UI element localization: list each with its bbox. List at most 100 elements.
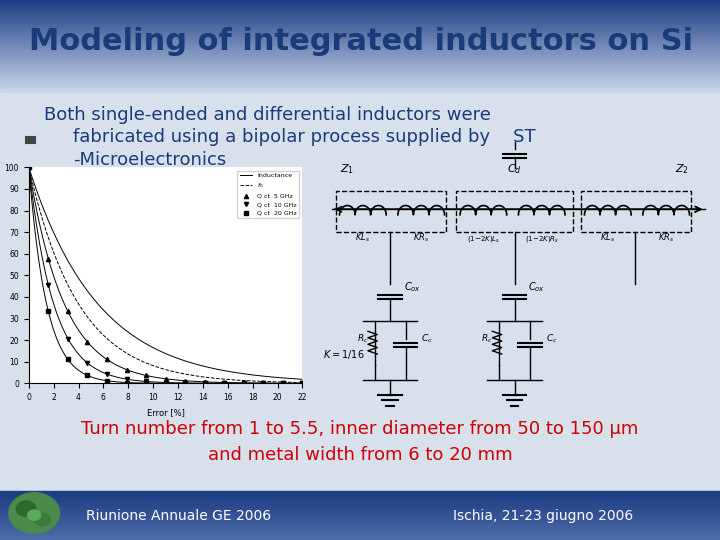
Legend: Inductance, $f_0$, Q ct  5 GHz, Q ct  10 GHz, Q ct  20 GHz: Inductance, $f_0$, Q ct 5 GHz, Q ct 10 G… [237, 171, 300, 218]
Q ct  20 GHz [24, 164, 33, 171]
Q ct  5 GHz [200, 379, 209, 385]
Text: $Z_2$: $Z_2$ [675, 162, 689, 176]
Q ct  10 GHz [240, 380, 248, 387]
Text: $K{=}1/16$: $K{=}1/16$ [323, 348, 364, 361]
Text: $(1{-}2K)R_s$: $(1{-}2K)R_s$ [525, 234, 559, 244]
Q ct  20 GHz [83, 372, 91, 379]
Inductance [272, 374, 281, 381]
$f_0$ [187, 372, 196, 379]
Q ct  5 GHz [122, 366, 131, 373]
Q ct  5 GHz [83, 339, 91, 345]
Circle shape [27, 510, 40, 521]
Text: $C_c$: $C_c$ [546, 333, 557, 346]
Bar [25, 136, 35, 143]
Q ct  5 GHz [240, 380, 248, 386]
Q ct  5 GHz [220, 379, 228, 386]
Q ct  5 GHz [44, 255, 53, 262]
Text: Both single-ended and differential inductors were: Both single-ended and differential induc… [44, 106, 491, 124]
Bar [336, 191, 446, 232]
$f_0$ [24, 164, 33, 171]
Q ct  10 GHz [279, 380, 287, 387]
Q ct  10 GHz [44, 282, 53, 288]
Text: Riunione Annuale GE 2006: Riunione Annuale GE 2006 [86, 509, 271, 523]
Q ct  5 GHz [259, 380, 268, 386]
Text: $KR_s$: $KR_s$ [413, 232, 429, 244]
$f_0$ [25, 168, 34, 174]
$f_0$ [272, 379, 281, 385]
Q ct  10 GHz [122, 376, 131, 382]
Inductance [25, 167, 34, 173]
Text: $KL_s$: $KL_s$ [356, 232, 370, 244]
$f_0$ [298, 379, 307, 386]
Text: Modeling of integrated inductors on Si: Modeling of integrated inductors on Si [29, 27, 693, 56]
Q ct  10 GHz [142, 378, 150, 384]
Q ct  5 GHz [63, 308, 72, 315]
Inductance [186, 360, 195, 366]
Q ct  20 GHz [181, 380, 189, 387]
Q ct  5 GHz [103, 356, 112, 363]
Text: and metal width from 6 to 20 mm: and metal width from 6 to 20 mm [207, 446, 513, 464]
Text: $R_c$: $R_c$ [482, 332, 493, 345]
Q ct  10 GHz [63, 335, 72, 342]
$f_0$ [186, 372, 195, 379]
Line: Inductance: Inductance [29, 167, 302, 379]
Text: $R_c$: $R_c$ [357, 332, 369, 345]
X-axis label: Error [%]: Error [%] [147, 408, 184, 417]
Q ct  5 GHz [24, 164, 33, 171]
Q ct  20 GHz [220, 380, 228, 387]
Q ct  10 GHz [103, 371, 112, 377]
Text: $Z_1$: $Z_1$ [341, 162, 354, 176]
Text: $KR_s$: $KR_s$ [658, 232, 674, 244]
Circle shape [17, 501, 36, 516]
Line: $f_0$: $f_0$ [29, 167, 302, 382]
Text: $C_d$: $C_d$ [507, 162, 522, 176]
Q ct  5 GHz [161, 375, 170, 382]
Q ct  5 GHz [298, 380, 307, 387]
Bar [580, 191, 691, 232]
Q ct  10 GHz [298, 380, 307, 387]
Text: $C_{ox}$: $C_{ox}$ [528, 280, 545, 294]
Q ct  5 GHz [279, 380, 287, 387]
Q ct  20 GHz [103, 377, 112, 384]
Line: Q ct  5 GHz: Q ct 5 GHz [27, 165, 305, 386]
Q ct  10 GHz [200, 380, 209, 387]
Q ct  10 GHz [83, 360, 91, 366]
Q ct  10 GHz [161, 379, 170, 386]
Text: Ischia, 21-23 giugno 2006: Ischia, 21-23 giugno 2006 [454, 509, 634, 523]
Circle shape [9, 492, 60, 534]
Q ct  10 GHz [259, 380, 268, 387]
Q ct  10 GHz [220, 380, 228, 387]
Q ct  20 GHz [200, 380, 209, 387]
$f_0$ [192, 373, 201, 379]
Q ct  20 GHz [63, 356, 72, 363]
Q ct  10 GHz [24, 164, 33, 171]
$f_0$ [255, 378, 264, 384]
Q ct  20 GHz [240, 380, 248, 387]
Q ct  20 GHz [279, 380, 287, 387]
Q ct  10 GHz [181, 380, 189, 386]
Text: -Microelectronics: -Microelectronics [73, 151, 226, 169]
Inductance [24, 164, 33, 171]
Inductance [192, 361, 201, 368]
Q ct  20 GHz [122, 379, 131, 386]
Text: $C_{ox}$: $C_{ox}$ [404, 280, 420, 294]
Circle shape [35, 513, 50, 526]
Line: Q ct  20 GHz: Q ct 20 GHz [27, 165, 305, 386]
Inductance [298, 376, 307, 382]
Q ct  20 GHz [44, 308, 53, 315]
Text: $(1{-}2K)L_s$: $(1{-}2K)L_s$ [467, 234, 500, 244]
Q ct  20 GHz [142, 380, 150, 386]
Q ct  20 GHz [298, 380, 307, 387]
Line: Q ct  10 GHz: Q ct 10 GHz [27, 165, 305, 386]
Inductance [255, 373, 264, 379]
Bar [456, 191, 573, 232]
Text: $C_c$: $C_c$ [421, 333, 433, 346]
Q ct  5 GHz [181, 377, 189, 384]
Text: Turn number from 1 to 5.5, inner diameter from 50 to 150 μm: Turn number from 1 to 5.5, inner diamete… [81, 420, 639, 438]
Text: fabricated using a bipolar process supplied by    ST: fabricated using a bipolar process suppl… [73, 127, 536, 146]
Q ct  20 GHz [161, 380, 170, 387]
Text: $KL_s$: $KL_s$ [600, 232, 616, 244]
Q ct  20 GHz [259, 380, 268, 387]
Inductance [187, 360, 196, 366]
Q ct  5 GHz [142, 372, 150, 379]
